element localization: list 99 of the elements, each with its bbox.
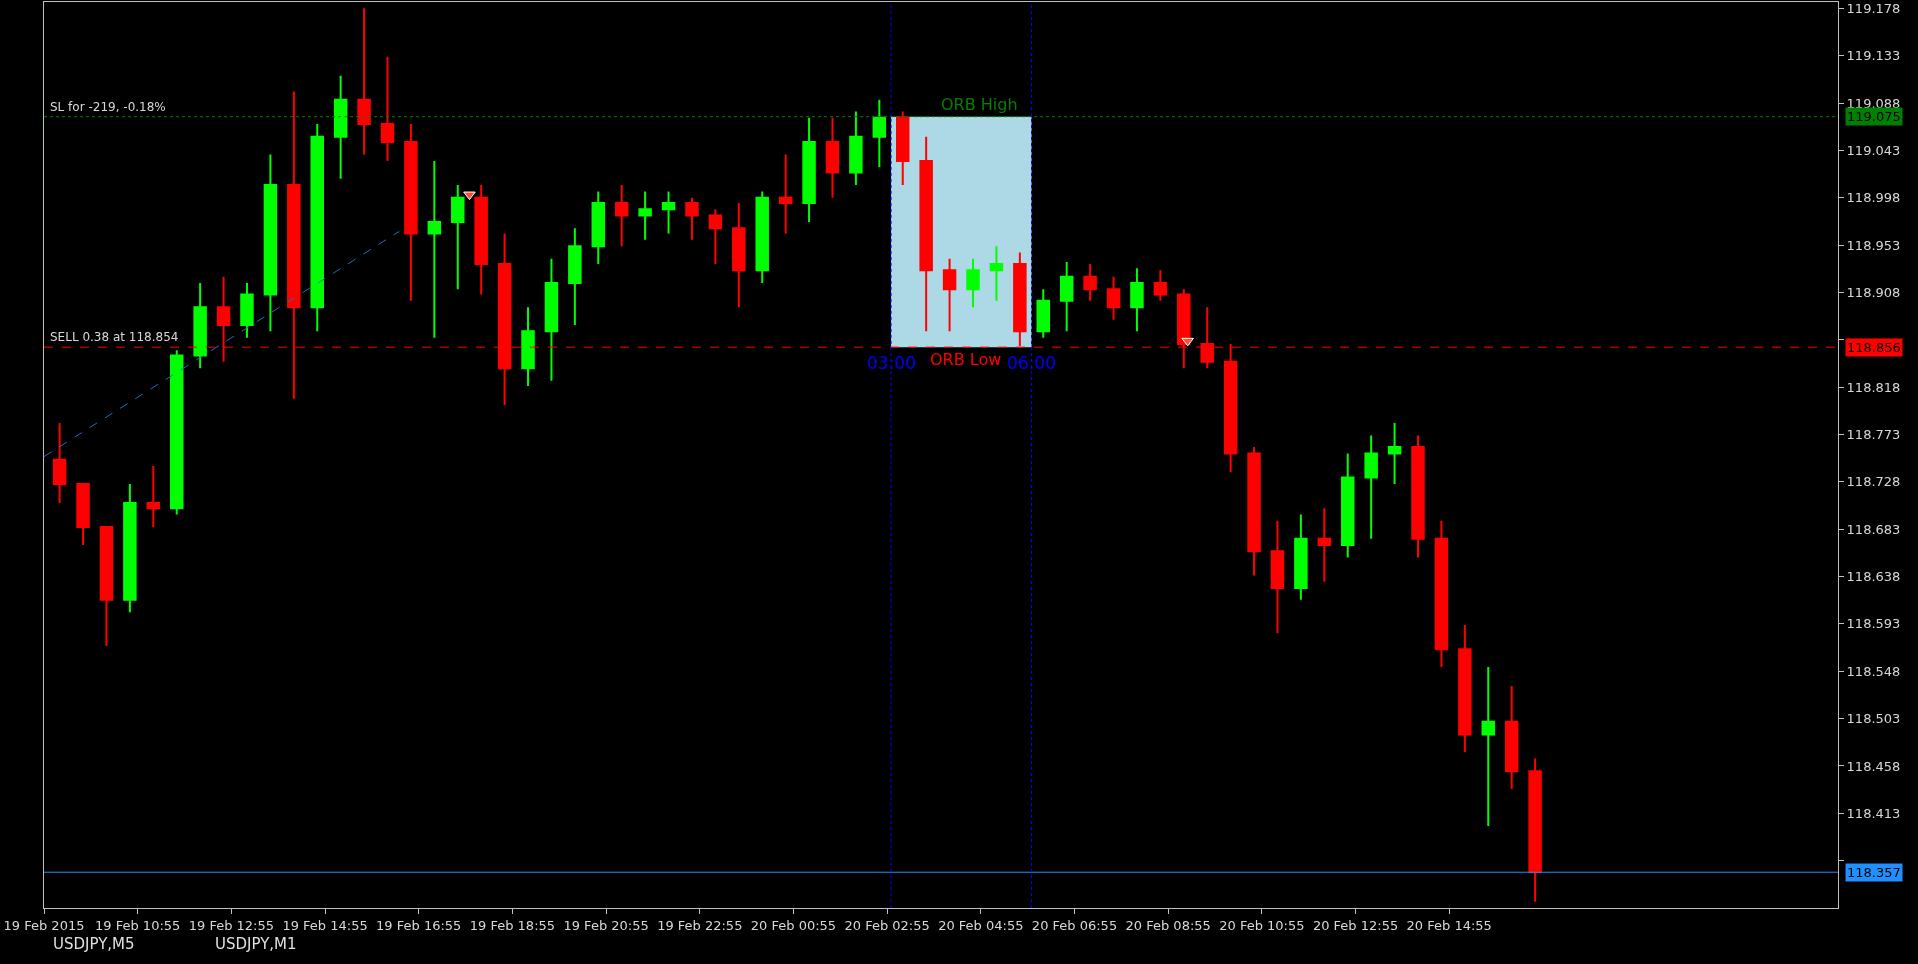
candlestick bbox=[661, 190, 676, 235]
x-tick-label: 19 Feb 2015 bbox=[3, 917, 85, 933]
candlestick bbox=[169, 349, 184, 516]
candlestick bbox=[802, 116, 816, 223]
x-tick-label: 19 Feb 18:55 bbox=[469, 917, 556, 933]
candlestick bbox=[1481, 666, 1495, 827]
x-tick-label: 20 Feb 12:55 bbox=[1312, 917, 1399, 933]
y-tick-label: 118.458 bbox=[1846, 758, 1901, 774]
candlestick bbox=[380, 55, 395, 162]
candlestick bbox=[825, 116, 840, 199]
candlestick bbox=[427, 159, 442, 339]
candlestick bbox=[1317, 507, 1332, 583]
y-tick-label: 119.043 bbox=[1846, 142, 1901, 158]
x-tick-label: 20 Feb 10:55 bbox=[1219, 917, 1305, 933]
ref-line-label: 118.357 bbox=[1847, 865, 1901, 880]
x-tick-label: 19 Feb 12:55 bbox=[188, 917, 275, 933]
x-tick-label: 20 Feb 14:55 bbox=[1406, 917, 1492, 933]
x-tick-label: 19 Feb 16:55 bbox=[376, 917, 462, 933]
candlestick bbox=[896, 110, 910, 187]
candlestick bbox=[193, 281, 207, 370]
candlestick bbox=[544, 257, 559, 382]
candlestick bbox=[1247, 446, 1261, 577]
candlestick bbox=[685, 196, 699, 241]
annotation: SL for -219, -0.18% bbox=[50, 100, 166, 114]
ref-line-label: 119.075 bbox=[1847, 109, 1901, 124]
y-tick-label: 119.178 bbox=[1846, 0, 1901, 16]
candlestick bbox=[568, 227, 582, 327]
candlestick bbox=[989, 245, 1004, 302]
candlestick bbox=[404, 123, 418, 302]
y-tick-label: 118.818 bbox=[1846, 379, 1901, 395]
x-tick-label: 20 Feb 06:55 bbox=[1031, 917, 1118, 933]
candlestick bbox=[1364, 434, 1378, 540]
y-tick-label: 118.908 bbox=[1846, 284, 1901, 300]
y-tick-label: 118.548 bbox=[1846, 663, 1901, 679]
candlestick bbox=[1528, 757, 1542, 903]
y-tick-label: 118.998 bbox=[1846, 190, 1901, 206]
text: USDJPY,M1 bbox=[215, 935, 297, 953]
candlestick bbox=[966, 257, 980, 309]
candlestick bbox=[1083, 263, 1097, 302]
candlestick bbox=[1270, 519, 1285, 635]
y-tick-label: 118.413 bbox=[1846, 805, 1901, 821]
x-tick-label: 20 Feb 08:55 bbox=[1125, 917, 1211, 933]
y-tick-label: 118.503 bbox=[1846, 711, 1901, 727]
y-tick-label: 118.953 bbox=[1846, 237, 1901, 253]
candlestick bbox=[333, 74, 348, 180]
y-tick-label: 119.133 bbox=[1846, 48, 1901, 64]
ref-line-label: 03:00 bbox=[867, 353, 916, 373]
y-tick-label: 118.593 bbox=[1846, 616, 1901, 632]
candlestick bbox=[732, 201, 746, 309]
candlestick bbox=[1106, 275, 1121, 321]
x-tick-label: 20 Feb 04:55 bbox=[938, 917, 1024, 933]
candlestick bbox=[872, 98, 887, 169]
candlestick bbox=[1434, 519, 1449, 669]
candlestick bbox=[310, 123, 324, 333]
x-tick-label: 19 Feb 22:55 bbox=[657, 917, 743, 933]
candlestick bbox=[1153, 269, 1168, 302]
text: USDJPY,M5 bbox=[53, 935, 135, 953]
x-tick-label: 20 Feb 00:55 bbox=[750, 917, 837, 933]
candlestick bbox=[52, 421, 67, 504]
candlestick bbox=[1036, 288, 1051, 339]
annotation: SELL 0.38 at 118.854 bbox=[50, 330, 179, 344]
x-tick-label: 19 Feb 10:55 bbox=[95, 917, 181, 933]
x-tick-label: 20 Feb 02:55 bbox=[844, 917, 930, 933]
candlestick bbox=[591, 190, 606, 266]
candlestick bbox=[76, 482, 90, 546]
y-tick-label: 119.088 bbox=[1846, 95, 1901, 111]
y-tick-label: 118.728 bbox=[1846, 474, 1901, 490]
candlestick bbox=[263, 153, 278, 333]
candlestick bbox=[1387, 421, 1402, 485]
candlestick bbox=[708, 208, 723, 266]
annotation: ORB Low bbox=[930, 350, 1002, 369]
candlestick bbox=[755, 190, 769, 284]
candlestick bbox=[357, 7, 371, 156]
y-tick-label: 118.773 bbox=[1846, 427, 1901, 443]
candlestick bbox=[240, 281, 254, 339]
candlestick bbox=[1411, 434, 1425, 559]
candlestick bbox=[919, 135, 933, 333]
candlestick bbox=[1458, 623, 1472, 754]
candlestick bbox=[146, 465, 161, 529]
candlestick bbox=[1504, 684, 1519, 791]
x-tick-label: 19 Feb 14:55 bbox=[282, 917, 368, 933]
candlestick bbox=[1130, 267, 1144, 333]
candlestick bbox=[638, 190, 652, 241]
candlestick bbox=[123, 482, 137, 614]
candlestick bbox=[99, 526, 114, 647]
annotation: ORB High bbox=[941, 95, 1018, 114]
candlestick bbox=[942, 257, 957, 333]
candlestick bbox=[1059, 260, 1074, 333]
x-tick-label: 19 Feb 20:55 bbox=[563, 917, 649, 933]
y-tick-label: 118.683 bbox=[1846, 521, 1901, 537]
candlestick bbox=[778, 153, 793, 235]
candlestick bbox=[849, 110, 863, 187]
candlestick bbox=[1294, 513, 1308, 601]
candlestick bbox=[1341, 452, 1355, 559]
ref-line-label: 118.856 bbox=[1847, 340, 1901, 355]
y-tick-label: 118.638 bbox=[1846, 569, 1901, 585]
ref-line-label: 06:00 bbox=[1007, 353, 1056, 373]
candlestick bbox=[521, 306, 535, 388]
candlestick bbox=[614, 184, 629, 248]
